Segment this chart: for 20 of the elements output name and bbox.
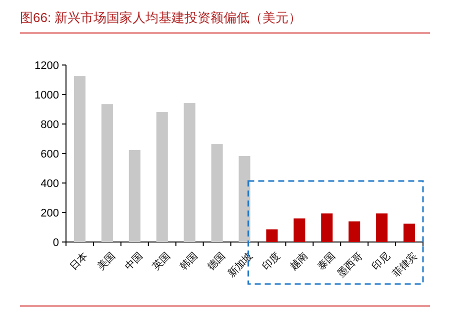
x-tick-label: 美国: [95, 250, 118, 273]
x-tick-label: 德国: [206, 250, 228, 273]
x-tick-label: 印度: [260, 250, 283, 273]
y-tick-label: 800: [40, 119, 59, 131]
x-tick-label: 韩国: [178, 250, 200, 273]
y-tick-label: 200: [40, 208, 59, 220]
title: 图66: 新兴市场国家人均基建投资额偏低（美元）: [20, 10, 302, 25]
x-tick-label: 菲律宾: [390, 250, 420, 280]
y-tick-label: 600: [40, 148, 59, 160]
y-tick-label: 1200: [34, 60, 59, 72]
x-tick-label: 中国: [122, 250, 146, 273]
y-tick-label: 1000: [34, 90, 59, 102]
y-tick-label: 0: [52, 237, 59, 249]
x-tick-label: 泰国: [316, 250, 338, 273]
x-tick-label: 越南: [287, 250, 310, 273]
x-tick-label: 印尼: [370, 250, 392, 273]
x-tick-label: 日本: [68, 250, 90, 273]
x-tick-label: 墨西哥: [336, 250, 365, 280]
x-tick-label: 英国: [150, 250, 173, 273]
y-tick-label: 400: [40, 178, 59, 190]
